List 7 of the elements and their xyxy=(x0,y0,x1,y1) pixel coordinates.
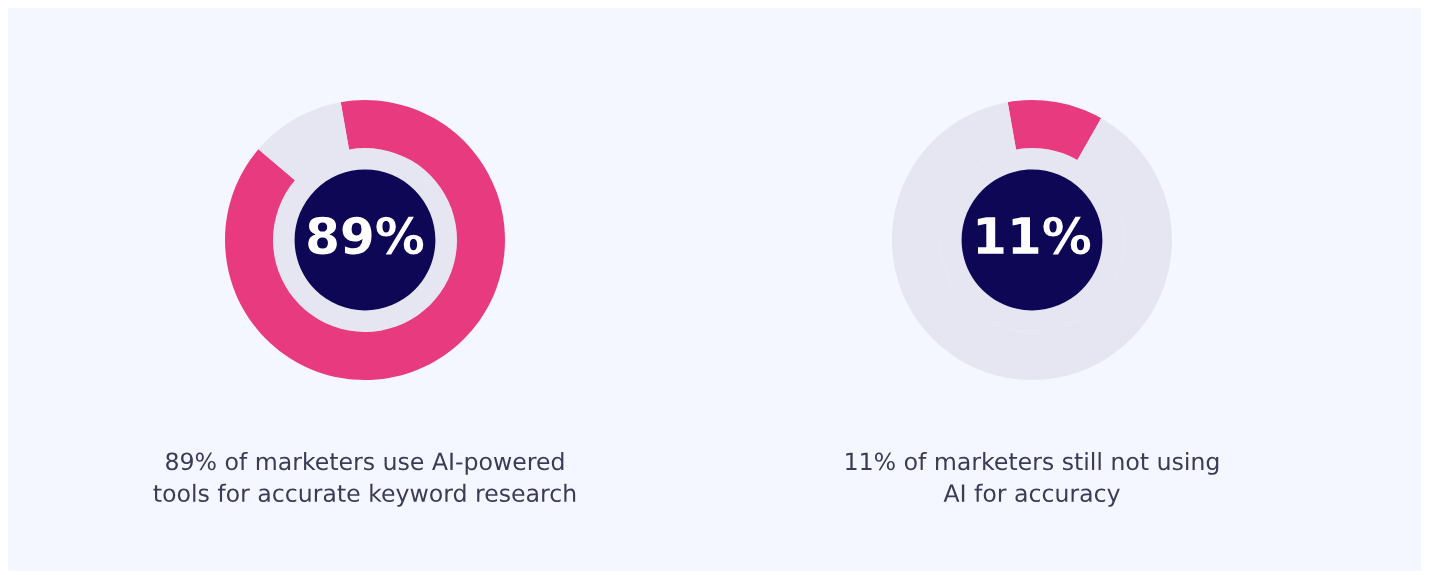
data-label: 11% xyxy=(977,216,1091,255)
donut-slice xyxy=(892,102,1172,380)
data-label: 89% xyxy=(308,216,424,255)
donut-slice xyxy=(1007,100,1102,161)
text: 11% of marketers still not using AI for accuracy xyxy=(846,452,1219,507)
donut-slice xyxy=(225,100,505,380)
text: 89% of marketers use AI-powered tools for accurate keyword research xyxy=(153,452,576,507)
